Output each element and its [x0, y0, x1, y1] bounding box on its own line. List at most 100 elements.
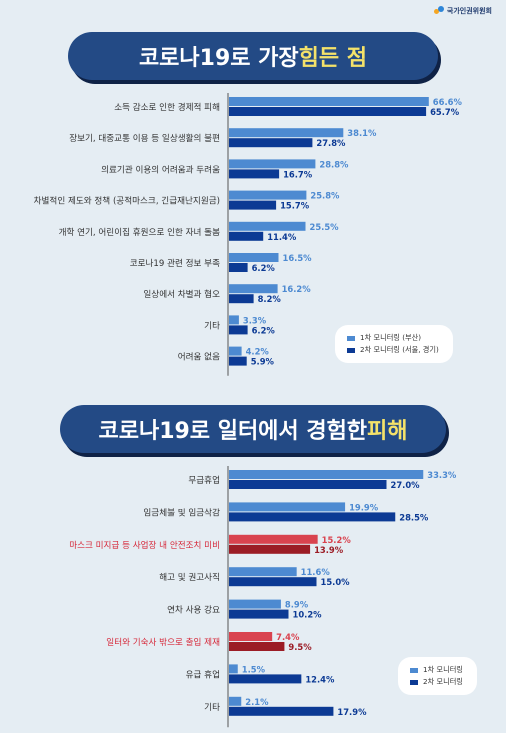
chart2-bar-series1	[229, 664, 238, 674]
chart1-bar-series1	[229, 315, 239, 325]
chart1-value-label-series1: 4.2%	[246, 347, 270, 357]
logo-text: 국가인권위원회	[446, 7, 492, 15]
chart1-bar-series1	[229, 284, 278, 294]
legend1-label-series2: 2차 모니터링 (서울, 경기)	[360, 345, 439, 354]
chart2-value-label-series1: 8.9%	[285, 600, 309, 610]
chart1-value-label-series1: 66.6%	[433, 97, 463, 107]
chart2-value-label-series2: 28.5%	[399, 512, 429, 522]
chart2-bar-series1	[229, 632, 273, 641]
chart1-bar-series2	[229, 231, 264, 241]
chart2-title: 코로나19로 일터에서 경험한 피해	[60, 405, 446, 453]
chart2-bar-series2	[229, 577, 317, 587]
chart1-bar-series1	[229, 190, 307, 200]
chart1-title: 코로나19로 가장 힘든 점	[68, 32, 438, 80]
chart2-category-label: 해고 및 권고사직	[159, 571, 220, 583]
chart1-bar-series2	[229, 169, 280, 179]
chart2-value-label-series2: 15.0%	[321, 577, 351, 587]
chart2-bar-series1	[229, 534, 318, 544]
chart1-category-label: 차별적인 제도와 정책 (공적마스크, 긴급재난지원금)	[34, 195, 220, 207]
chart1-bar-series2	[229, 325, 248, 335]
chart1-value-label-series1: 25.5%	[310, 222, 340, 232]
chart2-category-label: 기타	[204, 702, 220, 713]
chart1-value-label-series1: 16.2%	[282, 284, 312, 294]
chart2-bar-series2	[229, 642, 285, 651]
chart1-value-label-series2: 6.2%	[252, 325, 276, 335]
chart1-value-label-series1: 28.8%	[319, 159, 349, 169]
chart2-category-label: 일터와 기숙사 밖으로 출입 제재	[106, 636, 220, 648]
chart2-bar-series1	[229, 567, 297, 577]
chart2-value-label-series2: 13.9%	[314, 545, 344, 555]
chart1-bar-series2	[229, 138, 313, 148]
chart1-value-label-series2: 11.4%	[267, 232, 297, 242]
chart2-value-label-series2: 10.2%	[293, 610, 323, 620]
chart2-bar-series1	[229, 470, 424, 479]
chart2-category-label: 임금체불 및 임금삭감	[143, 506, 220, 518]
chart1-bar-series1	[229, 346, 242, 356]
chart1-value-label-series2: 6.2%	[252, 263, 276, 273]
chart1-title-prefix: 코로나19로 가장	[138, 46, 299, 71]
chart1-category-label: 개학 연기, 어린이집 휴원으로 인한 자녀 돌봄	[59, 226, 221, 238]
chart2-value-label-series2: 17.9%	[337, 707, 367, 717]
chart2-bar-series1	[229, 696, 242, 706]
chart2-value-label-series1: 33.3%	[427, 470, 457, 480]
chart1-value-label-series2: 27.8%	[316, 138, 346, 148]
chart1-value-label-series1: 38.1%	[347, 128, 377, 138]
chart1-value-label-series2: 15.7%	[280, 201, 310, 211]
legend1-swatch-series1	[347, 335, 355, 341]
chart1-category-label: 소득 감소로 인한 경제적 피해	[114, 101, 220, 113]
chart2-value-label-series1: 7.4%	[276, 632, 300, 642]
chart2-bar-series2	[229, 706, 334, 716]
chart1-category-label: 의료기관 이용의 어려움과 두려움	[101, 163, 220, 175]
chart1-bar-series2	[229, 107, 427, 116]
legend1-label-series1: 1차 모니터링 (부산)	[360, 333, 422, 342]
chart1-bar-series1	[229, 221, 306, 231]
chart2-category-label: 유급 휴업	[186, 669, 220, 680]
chart1-value-label-series1: 3.3%	[243, 315, 267, 325]
chart1-legend: 1차 모니터링 (부산) 2차 모니터링 (서울, 경기)	[335, 325, 453, 363]
chart2-bar-series2	[229, 544, 311, 554]
chart2-value-label-series1: 19.9%	[349, 502, 379, 512]
chart1-value-label-series2: 5.9%	[251, 357, 275, 367]
chart2-value-label-series2: 12.4%	[305, 674, 335, 684]
chart2-value-label-series1: 11.6%	[301, 567, 331, 577]
legend2-swatch-series2	[410, 679, 418, 685]
chart1-category-label: 어려움 없음	[178, 351, 220, 363]
chart1-bar-series2	[229, 200, 277, 210]
chart1-value-label-series2: 8.2%	[258, 294, 282, 304]
chart2-value-label-series2: 9.5%	[288, 642, 312, 652]
chart2-bar-series2	[229, 512, 396, 522]
chart1-value-label-series2: 65.7%	[430, 107, 460, 117]
chart2-bar-series1	[229, 502, 346, 512]
chart2-category-label: 연차 사용 강요	[167, 605, 220, 616]
chart1-bar-series1	[229, 97, 429, 106]
chart1-bar-series1	[229, 159, 316, 169]
chart1-category-label: 코로나19 관련 정보 부족	[130, 258, 220, 269]
chart2-title-highlight: 피해	[367, 419, 408, 444]
chart1-category-label: 장보기, 대중교통 이용 등 일상생활의 불편	[69, 132, 220, 144]
logo-mark-icon	[433, 6, 444, 16]
chart2-value-label-series1: 2.1%	[245, 697, 269, 707]
chart2-bar-series2	[229, 674, 302, 684]
chart2-title-prefix: 코로나19로 일터에서 경험한	[98, 419, 368, 444]
chart2-bar-series2	[229, 609, 289, 619]
chart1-bar-series2	[229, 356, 247, 366]
chart1-value-label-series2: 16.7%	[283, 169, 313, 179]
chart2-value-label-series1: 1.5%	[242, 664, 266, 674]
legend2-label-series2: 2차 모니터링	[423, 677, 463, 686]
chart1-category-label: 기타	[204, 320, 220, 331]
chart1-bar-series1	[229, 128, 344, 138]
chart2-value-label-series1: 15.2%	[322, 535, 352, 545]
chart1-title-highlight: 힘든 점	[298, 46, 368, 71]
chart2-value-label-series2: 27.0%	[391, 480, 421, 490]
chart2-category-label: 무급휴업	[188, 475, 220, 486]
chart1-bar-series2	[229, 294, 254, 304]
legend2-label-series1: 1차 모니터링	[423, 665, 463, 674]
chart1-value-label-series1: 25.8%	[310, 191, 340, 201]
chart2-bar-series2	[229, 480, 387, 489]
logo: 국가인권위원회	[433, 6, 492, 16]
chart1-category-label: 일상에서 차별과 혐오	[143, 289, 220, 300]
chart1-bar-series2	[229, 263, 248, 272]
chart1-bar-series1	[229, 253, 279, 262]
legend1-swatch-series2	[347, 347, 355, 353]
